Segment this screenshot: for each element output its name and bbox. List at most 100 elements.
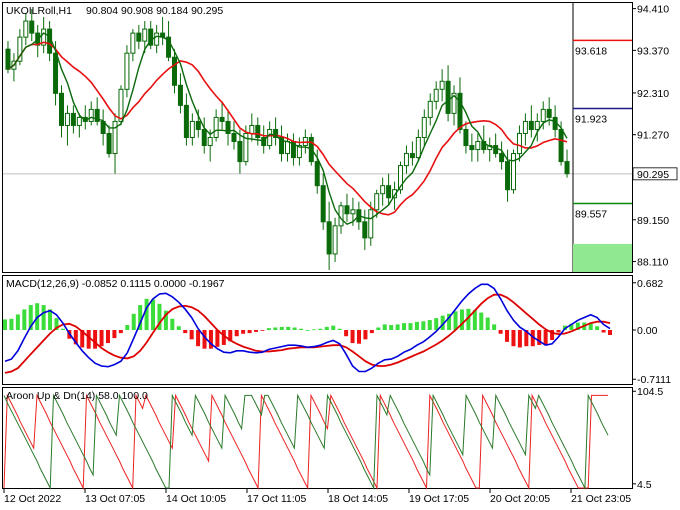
macd-histogram-bar bbox=[260, 330, 265, 331]
macd-histogram-bar bbox=[414, 321, 419, 330]
price-plot: 93.618 91.923 89.557 bbox=[3, 3, 632, 272]
x-tick-label: 21 Oct 23:05 bbox=[571, 493, 631, 505]
candle-body bbox=[457, 92, 463, 130]
macd-histogram-bar bbox=[402, 323, 407, 330]
candle-body bbox=[433, 88, 439, 102]
aroon-y-tick-label: 104.5 bbox=[637, 386, 663, 398]
macd-histogram-bar bbox=[73, 330, 78, 345]
macd-histogram-bar bbox=[485, 317, 490, 330]
level-label: 91.923 bbox=[575, 113, 607, 125]
macd-histogram-bar bbox=[183, 330, 188, 334]
macd-histogram-bar bbox=[389, 325, 394, 330]
macd-histogram-bar bbox=[408, 323, 413, 330]
macd-plot bbox=[3, 283, 612, 374]
candle-body bbox=[564, 161, 570, 175]
level-label: 93.618 bbox=[575, 45, 607, 57]
candle-body bbox=[201, 128, 207, 147]
macd-histogram-bar bbox=[80, 330, 85, 348]
candle-body bbox=[534, 120, 540, 130]
x-tick-label: 13 Oct 07:05 bbox=[85, 493, 145, 505]
macd-histogram-bar bbox=[305, 330, 310, 331]
candle-body bbox=[142, 28, 148, 42]
macd-histogram-bar bbox=[60, 328, 65, 330]
macd-histogram-bar bbox=[434, 318, 439, 330]
macd-histogram-bar bbox=[118, 330, 123, 334]
candle-body bbox=[326, 221, 332, 255]
candle-body bbox=[451, 92, 457, 114]
candle-body bbox=[350, 209, 356, 215]
macd-histogram-bar bbox=[170, 318, 175, 330]
candle-body bbox=[386, 185, 392, 199]
candle-body bbox=[362, 221, 368, 239]
macd-y-tick-label: 0.00 bbox=[637, 325, 658, 337]
candle-body bbox=[516, 132, 522, 155]
candle-body bbox=[463, 128, 469, 147]
candle-body bbox=[320, 185, 326, 223]
candle-body bbox=[445, 80, 451, 114]
candle-body bbox=[415, 137, 421, 159]
candle-body bbox=[213, 116, 219, 139]
candle-body bbox=[183, 104, 189, 139]
current-price-tag bbox=[632, 167, 678, 181]
candle-body bbox=[522, 120, 528, 134]
macd-histogram-bar bbox=[427, 320, 432, 330]
y-tick-label: 93.370 bbox=[637, 45, 669, 57]
x-tick-label: 17 Oct 11:05 bbox=[247, 493, 307, 505]
x-tick-label: 12 Oct 2022 bbox=[4, 493, 61, 505]
candle-body bbox=[285, 141, 290, 155]
candle-body bbox=[124, 52, 130, 90]
candle-body bbox=[112, 120, 118, 155]
macd-histogram-bar bbox=[105, 330, 110, 344]
macd-histogram-bar bbox=[517, 330, 522, 348]
candle-body bbox=[118, 88, 124, 122]
aroon-panel-frame bbox=[2, 387, 633, 489]
candle-body bbox=[493, 145, 499, 155]
macd-histogram-bar bbox=[157, 303, 162, 330]
candle-body bbox=[344, 205, 350, 215]
candle-body bbox=[154, 32, 160, 46]
macd-histogram-bar bbox=[234, 330, 239, 337]
macd-histogram-bar bbox=[453, 311, 458, 330]
macd-histogram-bar bbox=[421, 321, 426, 330]
candle-body bbox=[374, 193, 380, 211]
candle-body bbox=[528, 120, 534, 130]
macd-histogram-bar bbox=[543, 330, 548, 345]
level-label: 89.557 bbox=[575, 208, 607, 220]
macd-histogram-bar bbox=[144, 298, 149, 330]
candle-body bbox=[314, 161, 320, 187]
macd-histogram-bar bbox=[196, 330, 201, 347]
candle-body bbox=[368, 209, 374, 239]
candle-body bbox=[29, 20, 35, 34]
candle-body bbox=[195, 120, 201, 130]
candle-body bbox=[398, 165, 403, 191]
candle-body bbox=[558, 128, 564, 163]
y-tick-label: 92.310 bbox=[637, 88, 669, 100]
y-tick-label: 94.410 bbox=[637, 4, 669, 16]
macd-histogram-bar bbox=[337, 328, 342, 330]
candle-body bbox=[136, 32, 142, 42]
macd-histogram-bar bbox=[447, 313, 452, 330]
macd-histogram-bar bbox=[9, 318, 14, 330]
candle-body bbox=[172, 56, 177, 86]
macd-histogram-bar bbox=[163, 310, 168, 330]
macd-histogram-bar bbox=[99, 330, 104, 347]
macd-histogram-bar bbox=[382, 324, 387, 330]
candle-body bbox=[439, 80, 445, 90]
candle-body bbox=[41, 28, 47, 46]
macd-histogram-bar bbox=[112, 330, 117, 339]
candle-body bbox=[380, 185, 386, 195]
macd-histogram-bar bbox=[15, 314, 20, 330]
macd-histogram-bar bbox=[601, 330, 606, 333]
price-panel-frame bbox=[2, 2, 633, 273]
candle-body bbox=[255, 124, 261, 138]
candle-body bbox=[469, 145, 475, 151]
macd-histogram-bar bbox=[608, 330, 612, 335]
macd-histogram-bar bbox=[215, 330, 220, 347]
candle-body bbox=[88, 108, 94, 122]
candle-body bbox=[249, 124, 255, 134]
x-tick-label: 18 Oct 14:05 bbox=[328, 493, 388, 505]
axes: 94.410 93.370 92.310 91.270 90.295 89.150 88.1… bbox=[3, 4, 678, 505]
candle-body bbox=[166, 36, 172, 58]
candle-body bbox=[261, 137, 267, 147]
